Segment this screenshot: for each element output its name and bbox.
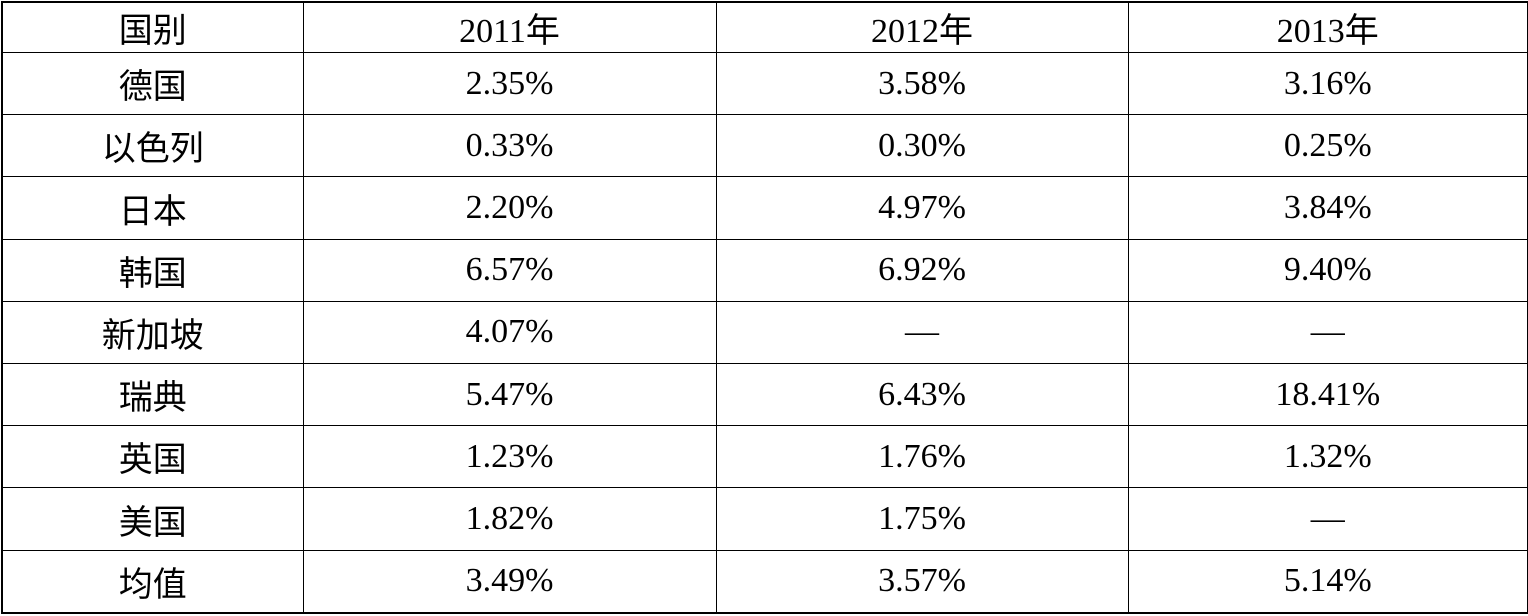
cell: — — [715, 300, 1129, 365]
row-label: 瑞典 — [1, 363, 304, 427]
cell: 2.20% — [302, 176, 717, 240]
row-label: 美国 — [1, 487, 304, 551]
cell: 18.41% — [1127, 363, 1528, 427]
table-row: 新加坡 4.07% — — — [1, 300, 1528, 365]
cell: 4.97% — [715, 176, 1129, 240]
cell: 0.30% — [715, 114, 1129, 178]
cell: 3.84% — [1127, 176, 1528, 240]
cell: 6.92% — [715, 238, 1129, 302]
table-row: 英国 1.23% 1.76% 1.32% — [1, 425, 1528, 489]
cell: 9.40% — [1127, 238, 1528, 302]
cell: 3.58% — [715, 51, 1129, 116]
table-body: 德国 2.35% 3.58% 3.16% 以色列 0.33% 0.30% 0.25% 日本 2.2… — [1, 51, 1528, 614]
header-cell: 2012年 — [715, 1, 1129, 53]
cell: 1.32% — [1127, 425, 1528, 489]
cell: 1.82% — [302, 487, 717, 551]
header-cell: 国别 — [1, 1, 304, 53]
row-label: 日本 — [1, 176, 304, 240]
row-label: 以色列 — [1, 114, 304, 178]
cell: 6.43% — [715, 363, 1129, 427]
table-row: 日本 2.20% 4.97% 3.84% — [1, 176, 1528, 240]
table-row: 均值 3.49% 3.57% 5.14% — [1, 549, 1528, 614]
cell: 1.76% — [715, 425, 1129, 489]
cell: — — [1127, 300, 1528, 365]
table-row: 以色列 0.33% 0.30% 0.25% — [1, 114, 1528, 178]
row-label: 均值 — [1, 549, 304, 614]
cell: 1.23% — [302, 425, 717, 489]
row-label: 德国 — [1, 51, 304, 116]
table-row: 韩国 6.57% 6.92% 9.40% — [1, 238, 1528, 302]
row-label: 韩国 — [1, 238, 304, 302]
cell: 6.57% — [302, 238, 717, 302]
cell: 5.14% — [1127, 549, 1528, 614]
cell: 4.07% — [302, 300, 717, 365]
table-row: 德国 2.35% 3.58% 3.16% — [1, 51, 1528, 116]
cell: 5.47% — [302, 363, 717, 427]
row-label: 新加坡 — [1, 300, 304, 365]
cell: 0.33% — [302, 114, 717, 178]
cell: 3.57% — [715, 549, 1129, 614]
table-row: 美国 1.82% 1.75% — — [1, 487, 1528, 551]
header-cell: 2011年 — [302, 1, 717, 53]
cell: — — [1127, 487, 1528, 551]
row-label: 英国 — [1, 425, 304, 489]
cell: 3.16% — [1127, 51, 1528, 116]
table-row: 瑞典 5.47% 6.43% 18.41% — [1, 363, 1528, 427]
header-row: 国别 2011年 2012年 2013年 — [1, 1, 1528, 53]
cell: 1.75% — [715, 487, 1129, 551]
header-cell: 2013年 — [1127, 1, 1528, 53]
cell: 0.25% — [1127, 114, 1528, 178]
cell: 3.49% — [302, 549, 717, 614]
cell: 2.35% — [302, 51, 717, 116]
